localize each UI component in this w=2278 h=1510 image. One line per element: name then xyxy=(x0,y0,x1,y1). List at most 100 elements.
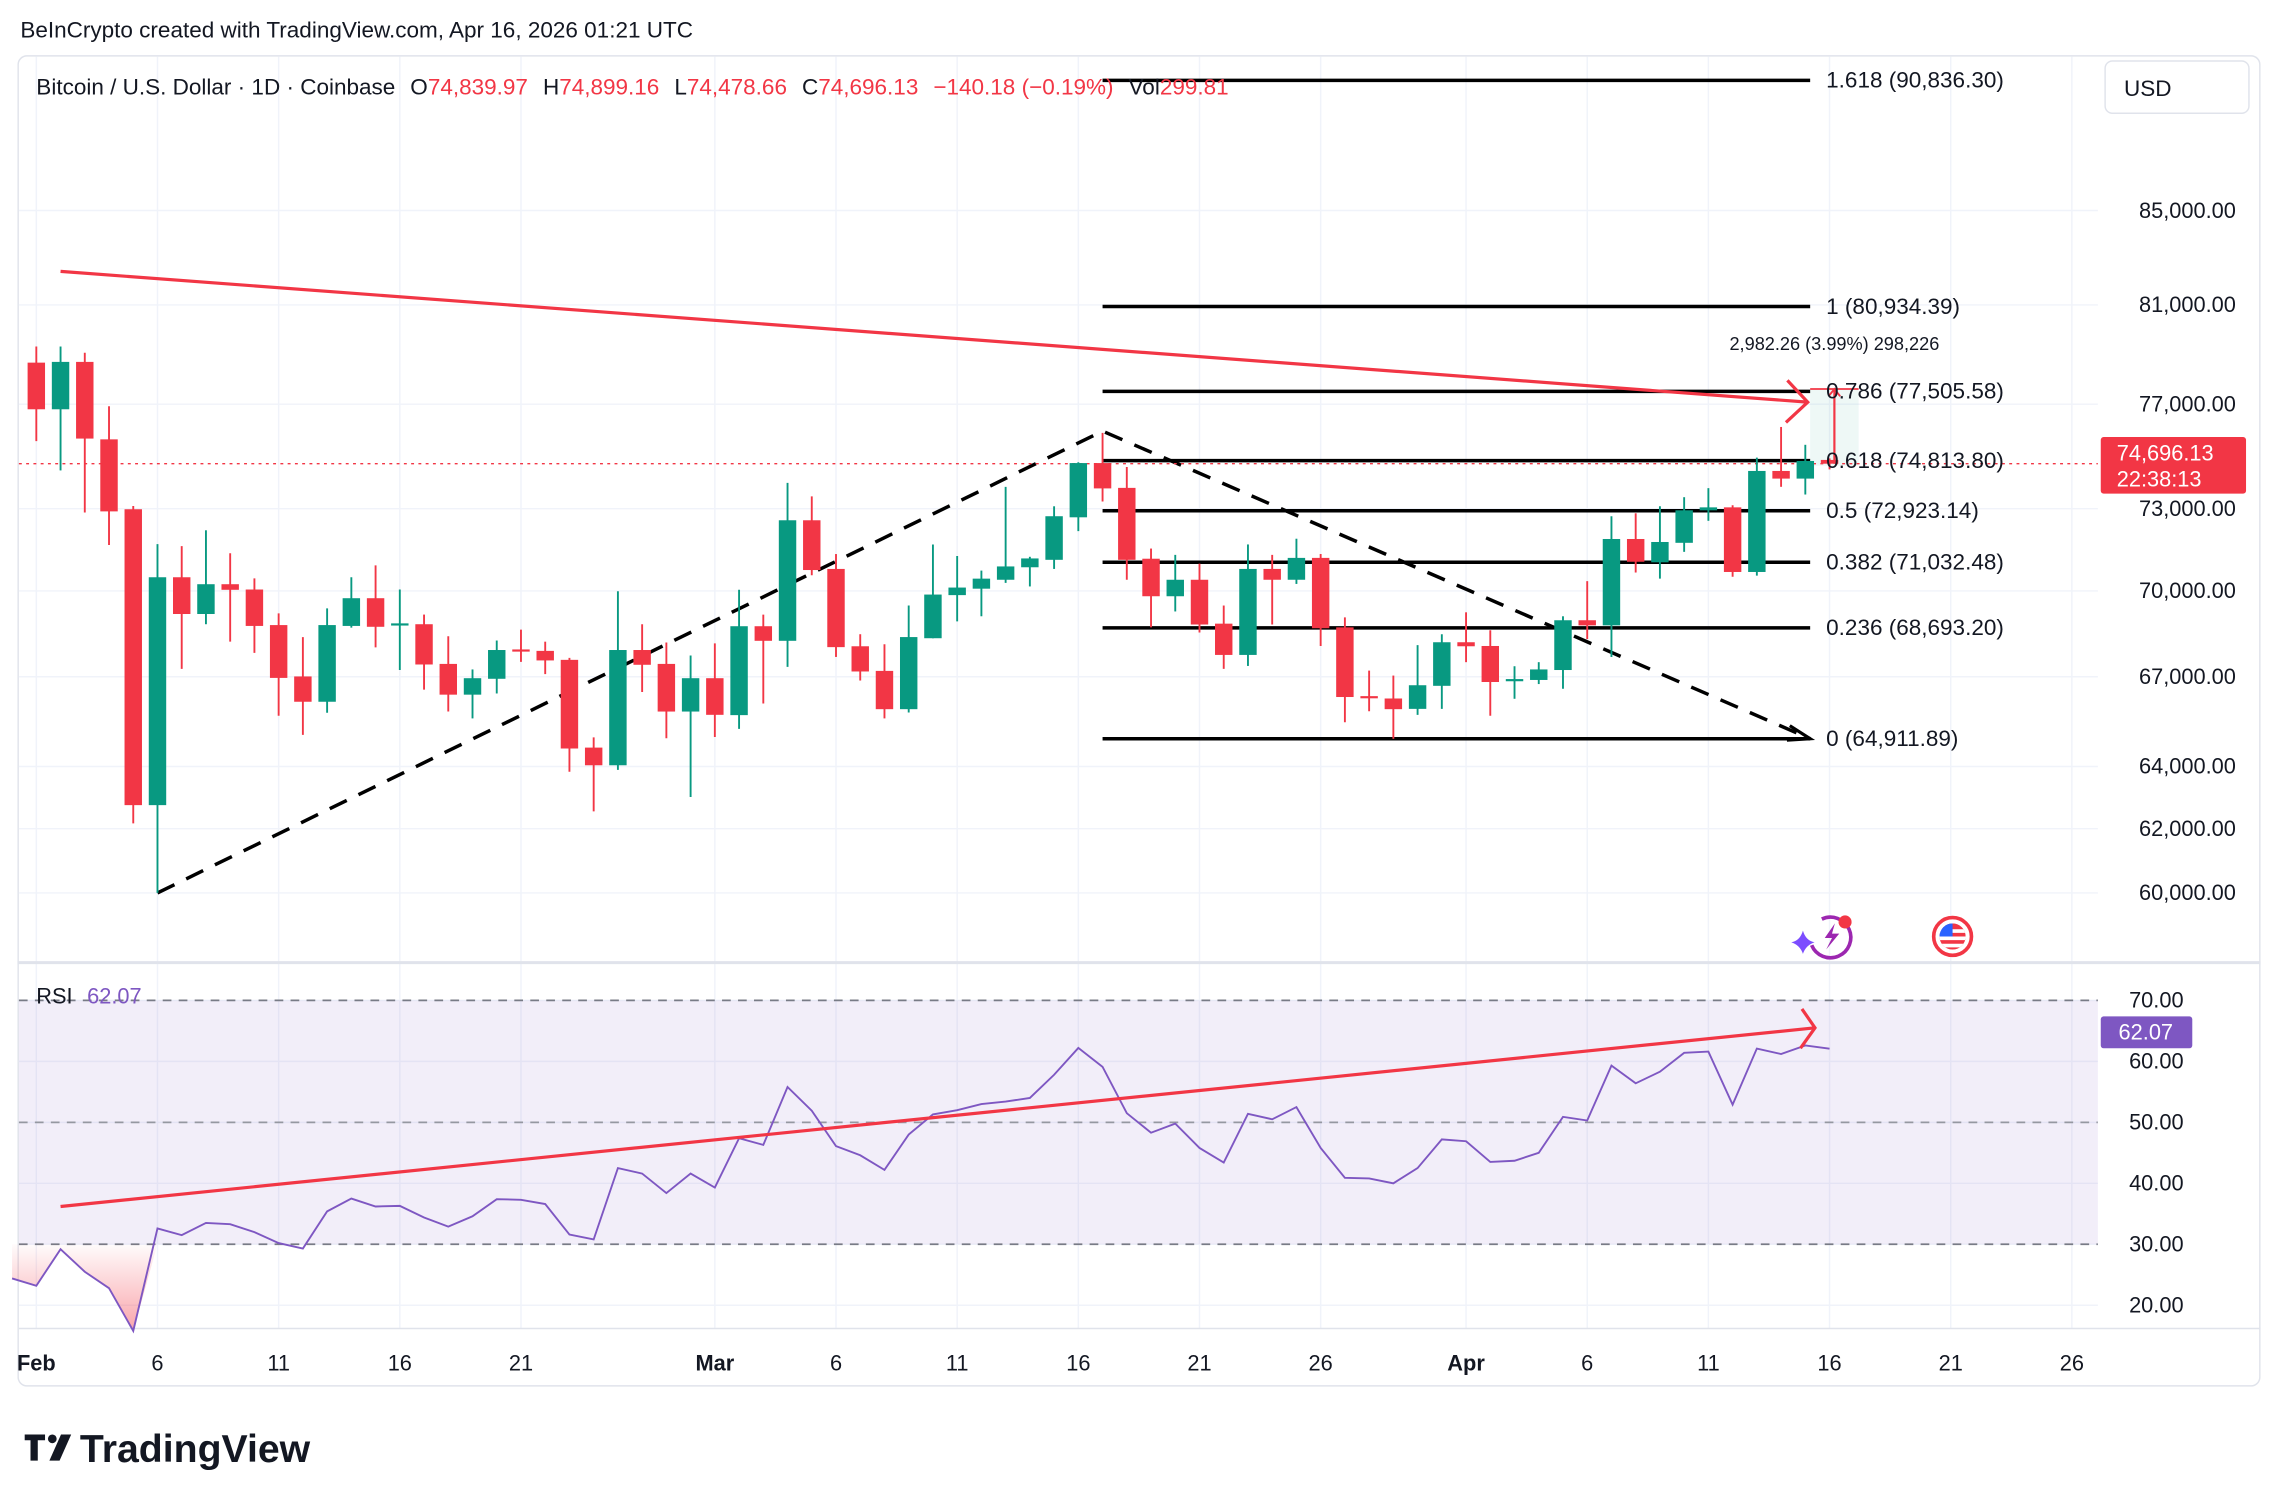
candle-body xyxy=(609,650,627,766)
drawings-front: 2,982.26 (3.99%) 298,226 xyxy=(60,269,1939,464)
low-value: 74,478.66 xyxy=(687,74,787,99)
candle-body xyxy=(584,747,603,766)
candle xyxy=(875,644,894,719)
price-axis[interactable]: 85,000.00 81,000.00 77,000.00 73,000.00 70,0… xyxy=(2100,198,2236,1318)
candle xyxy=(318,608,336,713)
time-tick-label: 6 xyxy=(1581,1351,1593,1376)
price-range-arrowhead xyxy=(1827,387,1841,397)
candle xyxy=(1215,605,1233,669)
sparkle-bolt-icon[interactable] xyxy=(1791,915,1853,960)
candle xyxy=(609,591,627,770)
candle-body xyxy=(1457,642,1475,647)
candle xyxy=(1384,675,1403,739)
rsi-value-label: 62.07 xyxy=(2100,1016,2193,1049)
time-tick-label: 21 xyxy=(1939,1351,1963,1376)
candle-body xyxy=(1118,487,1136,560)
tradingview-logo: TradingView xyxy=(24,1428,311,1471)
candle-body xyxy=(197,584,215,615)
rsi-value-text: 62.07 xyxy=(2119,1020,2173,1045)
candle-body xyxy=(391,623,409,626)
candle-body xyxy=(633,650,651,665)
candle xyxy=(1311,554,1330,646)
candle xyxy=(269,613,288,716)
currency-button[interactable]: USD xyxy=(2104,60,2250,114)
candle-body xyxy=(924,594,942,639)
candle xyxy=(851,634,869,681)
fib-level-label: 0.236 (68,693.20) xyxy=(1826,615,2004,640)
candle-body xyxy=(463,678,482,695)
candle xyxy=(924,544,942,639)
candle xyxy=(972,570,991,617)
candles xyxy=(27,346,1839,893)
candle-body xyxy=(972,578,991,589)
rsi-tick-label: 70.00 xyxy=(2129,988,2183,1013)
candle xyxy=(1530,662,1548,685)
price-range-label: 2,982.26 (3.99%) 298,226 xyxy=(1729,334,1939,354)
candle xyxy=(1021,556,1039,587)
price-tick-label: 60,000.00 xyxy=(2139,880,2236,905)
candle-body xyxy=(1336,627,1354,698)
rsi-tick-label: 20.00 xyxy=(2129,1293,2183,1318)
us-flag-icon[interactable] xyxy=(1931,915,1974,958)
candle xyxy=(1505,666,1524,699)
candle xyxy=(1820,458,1839,470)
candle-body xyxy=(27,362,46,410)
price-tick-label: 70,000.00 xyxy=(2139,578,2236,603)
time-tick-label: 16 xyxy=(1066,1351,1090,1376)
rsi-line xyxy=(11,1044,1830,1334)
price-tick-label: 64,000.00 xyxy=(2139,754,2236,779)
candle-body xyxy=(1045,516,1063,560)
candle xyxy=(1481,630,1500,716)
candle-body xyxy=(1796,460,1815,479)
time-tick-label: Apr xyxy=(1447,1351,1485,1376)
fib-level-label: 0.5 (72,923.14) xyxy=(1826,498,1979,523)
candle xyxy=(778,482,797,667)
candle xyxy=(1748,457,1766,576)
symbol-title[interactable]: Bitcoin / U.S. Dollar · 1D · Coinbase xyxy=(36,74,395,99)
rsi-tick-label: 60.00 xyxy=(2129,1049,2183,1074)
candle-body xyxy=(245,589,264,626)
candle-body xyxy=(221,584,239,590)
candle xyxy=(1772,426,1790,487)
candle-body xyxy=(1287,557,1306,580)
candle xyxy=(1651,506,1669,579)
candle xyxy=(899,605,918,713)
candle-body xyxy=(173,577,191,615)
candle-body xyxy=(948,587,966,596)
bar-countdown: 22:38:13 xyxy=(2117,466,2202,491)
candle-body xyxy=(148,577,167,806)
candle xyxy=(681,655,700,798)
candle-body xyxy=(1602,538,1621,626)
candle xyxy=(996,486,1015,583)
time-tick-label: 11 xyxy=(1697,1351,1720,1376)
time-tick-label: 16 xyxy=(1817,1351,1841,1376)
volume-label: Vol xyxy=(1129,74,1160,99)
candle xyxy=(1699,488,1718,521)
candle-body xyxy=(1578,620,1596,626)
candle-body xyxy=(730,626,748,716)
candle-body xyxy=(851,646,869,672)
candle xyxy=(1360,670,1378,712)
candle-body xyxy=(1723,507,1742,572)
price-tick-label: 67,000.00 xyxy=(2139,664,2236,689)
candle xyxy=(1578,581,1596,640)
last-price-value: 74,696.13 xyxy=(2117,440,2214,465)
time-axis[interactable]: Feb 6 11 16 21 Mar 6 11 16 21 26 Apr 6 11 16 21 26 xyxy=(17,1351,2084,1376)
fib-level-label: 0.618 (74,813.80) xyxy=(1826,448,2004,473)
candle xyxy=(124,506,142,824)
candle-body xyxy=(366,598,385,627)
candle xyxy=(1118,467,1136,580)
candle-body xyxy=(76,361,94,439)
candle xyxy=(512,629,530,662)
candle-body xyxy=(1820,459,1839,464)
logo-text: TradingView xyxy=(80,1428,311,1471)
time-tick-label: 21 xyxy=(1187,1351,1211,1376)
candle-body xyxy=(1772,470,1790,479)
candle xyxy=(1263,554,1281,625)
rsi-indicator: RSI 62.07 xyxy=(11,983,1830,1334)
candle xyxy=(1239,544,1257,666)
candle xyxy=(245,578,264,653)
candle xyxy=(173,546,191,669)
rsi-value-box xyxy=(2100,1016,2193,1049)
